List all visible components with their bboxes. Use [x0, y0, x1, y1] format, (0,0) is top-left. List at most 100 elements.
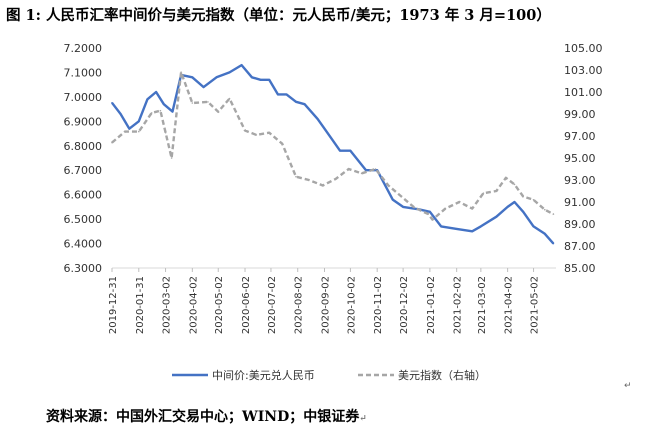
data-point-dxy — [387, 184, 390, 187]
data-point-cny — [202, 86, 205, 88]
data-point-dxy — [322, 184, 324, 187]
data-point-dxy — [191, 102, 194, 104]
x-tick-label: 2020-08-02 — [294, 276, 305, 334]
data-point-dxy — [431, 218, 434, 221]
y-right-tick-label: 97.00 — [564, 130, 596, 143]
y-left-tick-label: 6.6000 — [64, 189, 103, 202]
data-point-dxy — [532, 199, 535, 201]
x-tick-label: 2021-01-02 — [426, 276, 437, 334]
data-point-cny — [391, 198, 394, 201]
data-point-dxy — [255, 134, 258, 136]
data-point-cny — [259, 79, 262, 81]
data-point-cny — [138, 120, 140, 123]
data-point-cny — [365, 169, 367, 171]
data-point-cny — [522, 211, 524, 213]
y-left-tick-label: 6.9000 — [64, 115, 103, 128]
data-point-dxy — [495, 190, 498, 192]
data-point-dxy — [281, 142, 284, 145]
y-left-tick-label: 7.2000 — [64, 42, 103, 55]
data-point-dxy — [400, 195, 403, 198]
data-point-cny — [295, 101, 297, 103]
data-point-cny — [191, 76, 194, 79]
data-point-dxy — [111, 141, 113, 144]
x-tick-label: 2020-10-02 — [346, 276, 357, 334]
data-point-cny — [330, 137, 333, 140]
x-tick-label: 2020-07-02 — [267, 276, 278, 334]
x-tick-label: 2020-09-02 — [320, 276, 331, 334]
figure-title: 图 1: 人民币汇率中间价与美元指数（单位：元人民币/美元；1973 年 3 月… — [6, 7, 551, 24]
y-right-tick-label: 93.00 — [564, 174, 596, 187]
data-point-cny — [349, 149, 352, 152]
data-point-dxy — [444, 207, 447, 210]
data-point-dxy — [347, 168, 350, 170]
x-tick-label: 2020-06-02 — [241, 276, 252, 334]
data-point-dxy — [295, 175, 297, 178]
y-left-tick-label: 6.7000 — [64, 164, 103, 177]
data-point-cny — [532, 225, 535, 228]
data-point-cny — [339, 149, 341, 152]
data-point-cny — [480, 225, 482, 228]
data-point-cny — [111, 102, 113, 104]
y-right-tick-label: 89.00 — [564, 218, 596, 231]
data-point-dxy — [427, 213, 430, 215]
data-point-cny — [471, 230, 474, 233]
series-layer — [111, 63, 555, 245]
data-point-dxy — [552, 213, 555, 215]
source-text: 资料来源：中国外汇交易中心；WIND；中银证券 — [46, 409, 360, 425]
data-point-cny — [285, 93, 288, 96]
data-point-dxy — [150, 112, 153, 114]
y-right-tick-label: 101.00 — [564, 86, 603, 99]
x-tick-label: 2020-01-31 — [135, 276, 146, 334]
x-axis: 2019-12-31 2020-01-31 2020-03-02 2020-04-02… — [108, 267, 556, 334]
x-tick-label: 2020-11-02 — [373, 276, 384, 334]
data-point-dxy — [268, 131, 271, 134]
data-point-dxy — [217, 111, 219, 113]
data-point-cny — [316, 118, 319, 120]
x-tick-label: 2021-04-02 — [504, 276, 515, 334]
y-right-tick-label: 91.00 — [564, 196, 596, 209]
data-point-cny — [455, 228, 458, 230]
x-tick-label: 2020-12-02 — [399, 276, 410, 334]
data-point-cny — [544, 233, 546, 235]
paragraph-mark-icon: ↵ — [624, 381, 632, 391]
data-point-cny — [146, 98, 149, 101]
y-left-tick-label: 7.0000 — [64, 91, 103, 104]
data-point-dxy — [544, 208, 546, 211]
data-point-dxy — [471, 207, 474, 210]
data-point-cny — [171, 110, 174, 113]
left-axis: 6.3000 6.4000 6.5000 6.6000 6.7000 6.8000 6.90… — [64, 42, 103, 275]
paragraph-mark-icon: ↵ — [359, 414, 367, 424]
legend: 中间价:美元兑人民币 美元指数（右轴） — [172, 368, 486, 382]
x-tick-label: 2021-03-02 — [477, 276, 488, 334]
data-point-cny — [513, 201, 516, 203]
data-point-dxy — [138, 130, 140, 133]
source-note: 资料来源：中国外汇交易中心；WIND；中银证券↵ — [46, 406, 367, 426]
data-point-cny — [240, 64, 243, 66]
y-right-tick-label: 99.00 — [564, 108, 596, 121]
y-right-tick-label: 87.00 — [564, 240, 596, 253]
series-line-cny — [111, 63, 555, 245]
data-point-dxy — [513, 183, 516, 186]
y-right-tick-label: 95.00 — [564, 152, 596, 165]
legend-label-cny: 中间价:美元兑人民币 — [212, 368, 315, 382]
x-tick-label: 2021-02-02 — [453, 276, 464, 334]
data-point-dxy — [124, 130, 126, 133]
x-tick-label: 2019-12-31 — [108, 276, 119, 334]
data-point-cny — [277, 93, 279, 96]
y-right-tick-label: 105.00 — [564, 42, 603, 55]
y-left-tick-label: 6.5000 — [64, 213, 103, 226]
data-point-cny — [552, 242, 555, 245]
x-tick-label: 2021-05-02 — [530, 276, 541, 334]
data-point-dxy — [159, 109, 162, 112]
y-left-tick-label: 7.1000 — [64, 66, 103, 79]
data-point-dxy — [374, 168, 377, 170]
data-point-dxy — [413, 206, 416, 209]
data-point-cny — [402, 206, 404, 208]
data-point-dxy — [334, 178, 337, 180]
data-point-cny — [119, 113, 122, 115]
y-left-tick-label: 6.8000 — [64, 140, 103, 153]
data-point-cny — [440, 225, 442, 228]
data-point-cny — [228, 71, 231, 74]
y-left-tick-label: 6.3000 — [64, 262, 103, 275]
